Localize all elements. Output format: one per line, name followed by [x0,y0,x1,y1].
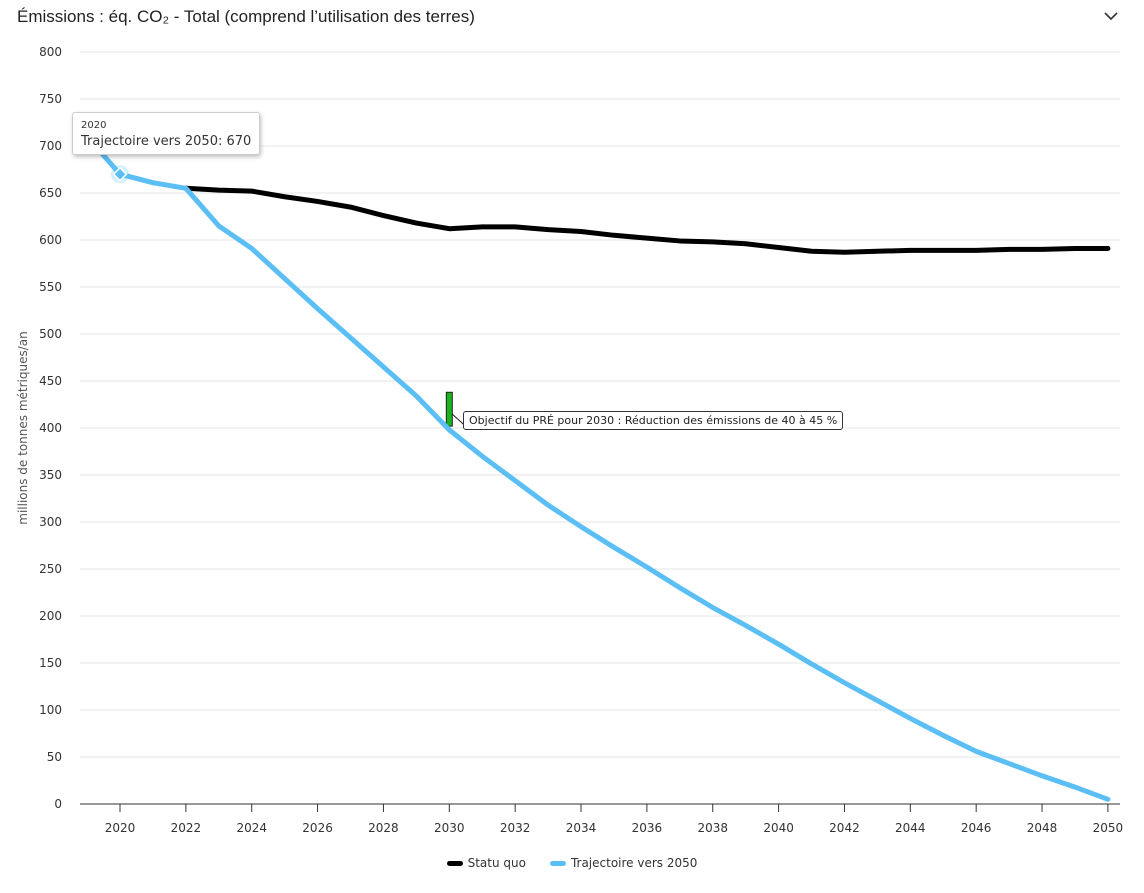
y-tick-label: 700 [39,139,62,153]
chevron-down-icon[interactable] [1103,8,1119,28]
y-tick-label: 450 [39,374,62,388]
y-tick-label: 350 [39,468,62,482]
annotation-connector [451,413,464,425]
x-tick-label: 2036 [632,821,663,835]
x-tick-label: 2032 [500,821,531,835]
y-tick-label: 800 [39,45,62,59]
x-tick-label: 2028 [368,821,399,835]
tooltip: 2020 Trajectoire vers 2050: 670 [72,112,261,155]
legend-swatch [446,860,463,866]
y-tick-label: 250 [39,562,62,576]
legend-item-trajectoire[interactable]: Trajectoire vers 2050 [549,856,698,870]
x-tick-label: 2026 [302,821,333,835]
annotation-target-bar[interactable] [445,391,453,427]
series-line-1[interactable] [84,134,1111,802]
legend-label: Statu quo [467,856,526,870]
annotation-label: Objectif du PRÉ pour 2030 : Réduction de… [463,411,844,430]
x-tick-label: 2044 [895,821,926,835]
y-tick-label: 550 [39,280,62,294]
y-tick-label: 50 [47,750,62,764]
x-tick-label: 2030 [434,821,465,835]
y-tick-label: 750 [39,92,62,106]
legend-item-statu-quo[interactable]: Statu quo [446,856,526,870]
y-tick-label: 300 [39,515,62,529]
series-line-0[interactable] [183,185,1111,255]
y-tick-label: 500 [39,327,62,341]
y-tick-label: 650 [39,186,62,200]
legend-label: Trajectoire vers 2050 [570,856,698,870]
tooltip-year: 2020 [81,120,107,131]
x-tick-label: 2050 [1093,821,1124,835]
x-tick-label: 2024 [236,821,267,835]
y-tick-label: 0 [54,797,62,811]
annotation-text: Objectif du PRÉ pour 2030 : Réduction de… [469,414,838,427]
y-tick-label: 600 [39,233,62,247]
y-tick-label: 200 [39,609,62,623]
line-chart: 0 50 100 150 200 250 300 350 400 450 500 550 600 650 7… [16,45,1124,835]
x-tick-label: 2048 [1027,821,1058,835]
x-tick-label: 2034 [566,821,597,835]
y-axis-label: millions de tonnes métriques/an [16,331,30,524]
y-tick-label: 150 [39,656,62,670]
y-tick-label: 400 [39,421,62,435]
x-tick-label: 2022 [171,821,202,835]
y-tick-label: 100 [39,703,62,717]
data-point-marker[interactable] [112,166,128,182]
x-tick-label: 2046 [961,821,992,835]
x-tick-label: 2020 [105,821,136,835]
legend-swatch [549,860,566,866]
x-tick-label: 2038 [697,821,728,835]
chart-title: Émissions : éq. CO₂ - Total (comprend l’… [17,7,475,26]
x-tick-label: 2042 [829,821,860,835]
x-tick-label: 2040 [763,821,794,835]
tooltip-value: Trajectoire vers 2050: 670 [81,134,252,149]
legend: Statu quo Trajectoire vers 2050 [0,856,1144,870]
